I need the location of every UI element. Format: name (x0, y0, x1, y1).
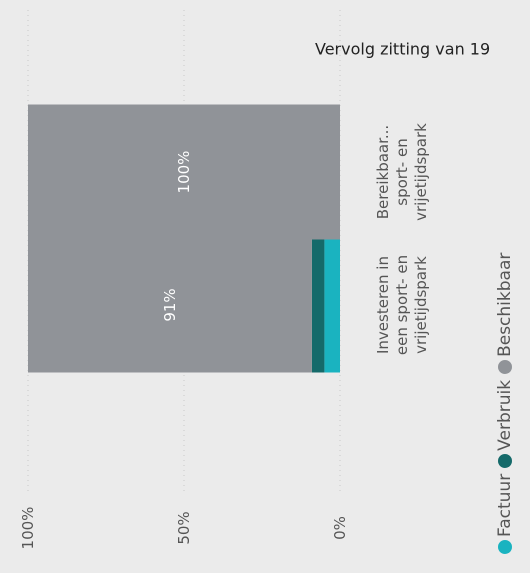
bar-segment (324, 237, 340, 373)
x-tick-label: 0% (331, 516, 349, 540)
category-label: Bereikbaar... sport- en vrijetijdspark (373, 123, 430, 221)
legend-label: Factuur (495, 473, 515, 537)
bar-segment (28, 237, 312, 373)
x-tick-label: 100% (19, 506, 37, 550)
legend-label: Beschikbaar (495, 252, 515, 357)
legend-swatch (498, 359, 512, 374)
value-label: 91% (160, 288, 179, 322)
bar-segment (311, 237, 325, 373)
legend-swatch (498, 540, 512, 554)
legend: Factuur Verbruik Beschikbaar (493, 100, 517, 560)
x-tick-label: 50% (175, 511, 193, 545)
legend-label: Verbruik (495, 379, 515, 451)
category-label: Investeren in een sport- en vrijetijdspa… (373, 254, 430, 356)
value-label: 100% (175, 150, 193, 194)
bar-segment (28, 104, 340, 240)
legend-swatch (498, 453, 512, 468)
chart-title: Vervolg zitting van 19 (315, 40, 490, 59)
